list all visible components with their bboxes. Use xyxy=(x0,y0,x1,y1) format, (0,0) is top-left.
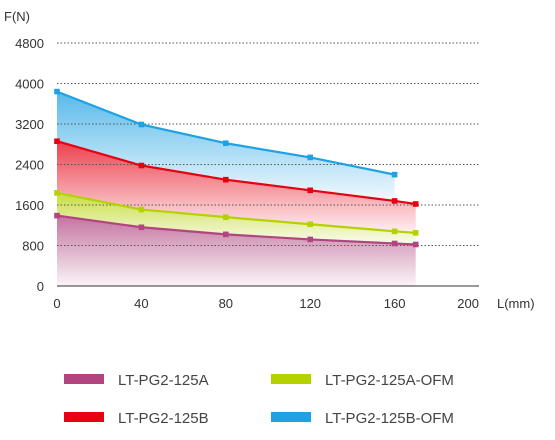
legend-label: LT-PG2-125A xyxy=(118,372,209,389)
series-line xyxy=(56,214,416,246)
legend: LT-PG2-125A LT-PG2-125A-OFM LT-PG2-125B LT-… xyxy=(64,372,454,427)
data-point xyxy=(138,162,145,169)
data-point xyxy=(391,198,398,204)
x-tick-label: 40 xyxy=(134,296,148,311)
series-line xyxy=(56,140,416,206)
series-lines xyxy=(54,88,419,248)
tick-labels: 0 800 1600 2400 3200 4000 4800 0 40 80 120 160 200 xyxy=(15,36,479,311)
data-point xyxy=(54,88,60,95)
area-fill xyxy=(57,91,395,201)
data-point xyxy=(223,140,229,147)
y-axis-label: F(N) xyxy=(4,9,30,24)
series-line xyxy=(56,191,416,234)
y-tick-label: 3200 xyxy=(15,117,44,132)
data-point xyxy=(412,201,419,207)
y-tick-label: 800 xyxy=(22,239,44,254)
y-tick-label: 4800 xyxy=(15,36,44,51)
y-tick-label: 2400 xyxy=(15,158,44,173)
y-tick-label: 1600 xyxy=(15,198,44,213)
data-point xyxy=(223,214,229,220)
legend-label: LT-PG2-125B-OFM xyxy=(325,410,454,427)
data-point xyxy=(412,241,419,248)
x-tick-label: 200 xyxy=(457,296,479,311)
data-point xyxy=(54,190,60,196)
legend-label: LT-PG2-125A-OFM xyxy=(325,372,454,389)
data-point xyxy=(138,206,145,213)
data-point xyxy=(223,231,229,238)
gridlines xyxy=(57,42,479,287)
data-point xyxy=(412,230,419,236)
data-point xyxy=(391,171,398,178)
data-point xyxy=(54,138,60,145)
data-point xyxy=(307,154,313,161)
data-point xyxy=(54,212,60,219)
x-tick-label: 160 xyxy=(384,296,406,311)
area-fill xyxy=(57,215,416,286)
x-tick-label: 80 xyxy=(219,296,233,311)
x-tick-label: 0 xyxy=(53,296,60,311)
data-point xyxy=(391,240,398,247)
data-point xyxy=(138,121,145,128)
legend-swatch xyxy=(64,374,104,384)
data-point xyxy=(307,221,313,228)
legend-label: LT-PG2-125B xyxy=(118,410,209,427)
data-point xyxy=(138,224,145,231)
x-axis-label: L(mm) xyxy=(497,296,535,311)
x-tick-label: 120 xyxy=(299,296,321,311)
y-tick-label: 4000 xyxy=(15,77,44,92)
area-fills xyxy=(57,91,416,286)
legend-swatch xyxy=(271,374,311,384)
y-tick-label: 0 xyxy=(37,279,44,294)
data-point xyxy=(391,228,398,235)
data-point xyxy=(223,176,229,183)
legend-swatch xyxy=(64,412,104,422)
data-point xyxy=(307,236,313,243)
legend-swatch xyxy=(271,412,311,422)
data-point xyxy=(307,187,313,194)
